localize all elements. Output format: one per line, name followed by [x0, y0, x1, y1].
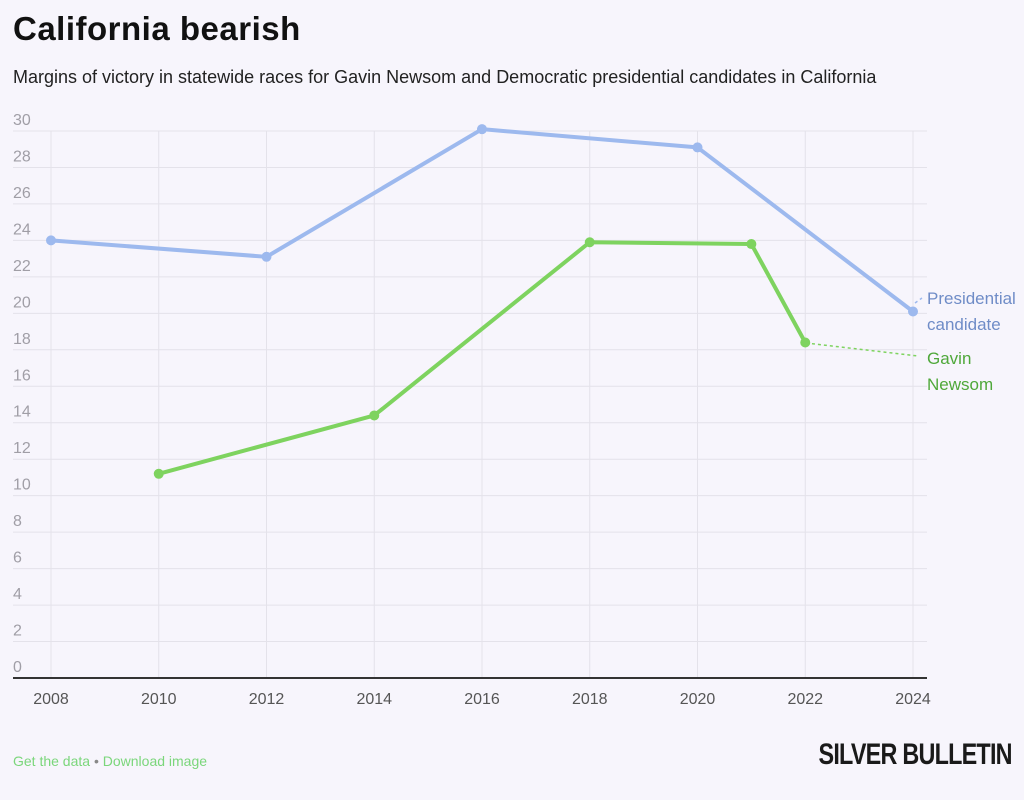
series-label: Gavin	[927, 349, 971, 368]
x-tick-label: 2008	[33, 691, 69, 708]
data-point	[692, 142, 703, 153]
y-tick-label: 24	[13, 221, 31, 238]
x-tick-label: 2012	[249, 691, 285, 708]
data-point	[261, 251, 272, 262]
y-tick-label: 0	[13, 659, 22, 676]
y-tick-label: 22	[13, 258, 31, 275]
x-tick-label: 2010	[141, 691, 177, 708]
y-tick-label: 4	[13, 586, 22, 603]
series-label: Newsom	[927, 375, 993, 394]
y-tick-label: 20	[13, 294, 31, 311]
y-tick-label: 2	[13, 623, 22, 640]
y-tick-label: 10	[13, 477, 31, 494]
y-tick-label: 28	[13, 148, 31, 165]
y-tick-label: 26	[13, 185, 31, 202]
x-tick-label: 2014	[356, 691, 392, 708]
y-tick-label: 12	[13, 440, 31, 457]
y-tick-label: 16	[13, 367, 31, 384]
series-label: Presidential	[927, 289, 1016, 308]
data-point	[46, 235, 56, 246]
silver-bulletin-logo: SILVER BULLETIN	[818, 738, 1013, 771]
y-tick-label: 14	[13, 404, 31, 421]
y-tick-label: 6	[13, 550, 22, 567]
data-point	[153, 468, 164, 479]
label-leader	[805, 342, 919, 357]
grid	[13, 130, 927, 678]
footer-links: Get the data • Download image	[13, 753, 207, 769]
series-label: candidate	[927, 315, 1001, 334]
x-tick-label: 2022	[787, 691, 823, 708]
y-tick-label: 30	[13, 112, 31, 129]
x-tick-label: 2024	[895, 691, 931, 708]
y-tick-label: 18	[13, 331, 31, 348]
label-leader	[914, 297, 923, 304]
data-point	[746, 239, 757, 250]
data-point	[800, 337, 811, 348]
download-image-link[interactable]: Download image	[102, 753, 208, 769]
separator: •	[90, 753, 103, 769]
x-tick-label: 2020	[680, 691, 716, 708]
x-tick-label: 2016	[464, 691, 500, 708]
data-point	[369, 410, 380, 421]
chart-subtitle: Margins of victory in statewide races fo…	[13, 67, 877, 87]
x-tick-label: 2018	[572, 691, 608, 708]
data-point	[477, 124, 487, 135]
data-point	[908, 306, 918, 317]
data-point	[584, 237, 595, 248]
get-data-link[interactable]: Get the data	[13, 753, 91, 769]
chart-title: California bearish	[13, 10, 301, 47]
x-axis-ticks: 2008 2010 2012 2014 2016 2018 2020 2022 2024	[33, 691, 931, 708]
series: Presidential candidate Gavin Newsom	[46, 124, 1016, 479]
y-tick-label: 8	[13, 513, 22, 530]
